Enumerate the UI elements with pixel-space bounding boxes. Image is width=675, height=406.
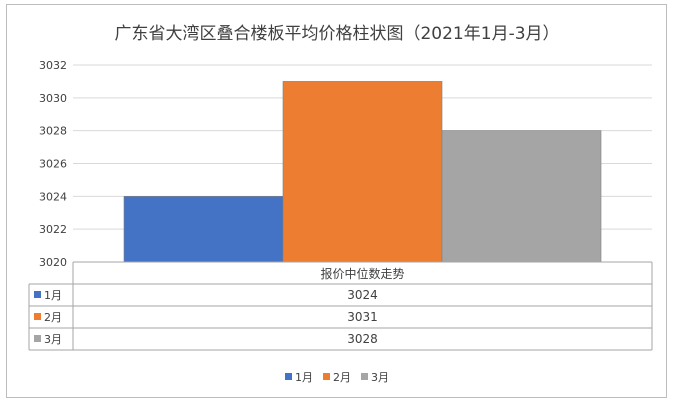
legend-label: 3月 [371, 371, 389, 384]
y-axis: 3020 3022 3024 3026 3028 3030 3032 [39, 59, 67, 269]
y-tick-label: 3028 [39, 125, 67, 138]
data-table: 报价中位数走势 1月 3024 2月 3031 3月 3028 [29, 262, 652, 350]
y-tick-label: 3030 [39, 92, 67, 105]
legend-key-1 [285, 373, 292, 380]
table-legend-key-1 [34, 291, 41, 298]
bar-chart: 广东省大湾区叠合楼板平均价格柱状图（2021年1月-3月） 3020302230… [7, 5, 668, 399]
table-row-value: 3028 [347, 332, 378, 346]
table-row-value: 3031 [347, 310, 378, 324]
chart-frame: 广东省大湾区叠合楼板平均价格柱状图（2021年1月-3月） 3020 3022 30… [6, 4, 667, 398]
table-row-label: 1月 [44, 289, 62, 302]
legend-key-2 [323, 373, 330, 380]
table-legend-key-3 [34, 335, 41, 342]
y-tick-label: 3020 [39, 256, 67, 269]
bars [124, 81, 601, 262]
table-row-label: 3月 [44, 333, 62, 346]
y-tick-label: 3024 [39, 190, 67, 203]
legend-label: 2月 [333, 371, 351, 384]
legend-label: 1月 [295, 371, 313, 384]
table-row-label: 2月 [44, 311, 62, 324]
table-legend-key-2 [34, 313, 41, 320]
y-tick-label: 3022 [39, 223, 67, 236]
y-tick-label: 3032 [39, 59, 67, 72]
table-row-value: 3024 [347, 288, 378, 302]
chart-title: 广东省大湾区叠合楼板平均价格柱状图（2021年1月-3月） [114, 24, 559, 44]
legend-key-3 [361, 373, 368, 380]
bar-2 [283, 81, 442, 262]
y-tick-label: 3026 [39, 158, 67, 171]
bar-3 [442, 131, 601, 262]
legend: 1月 2月 3月 [285, 371, 389, 384]
bar-1 [124, 196, 283, 262]
table-category-label: 报价中位数走势 [320, 266, 404, 281]
